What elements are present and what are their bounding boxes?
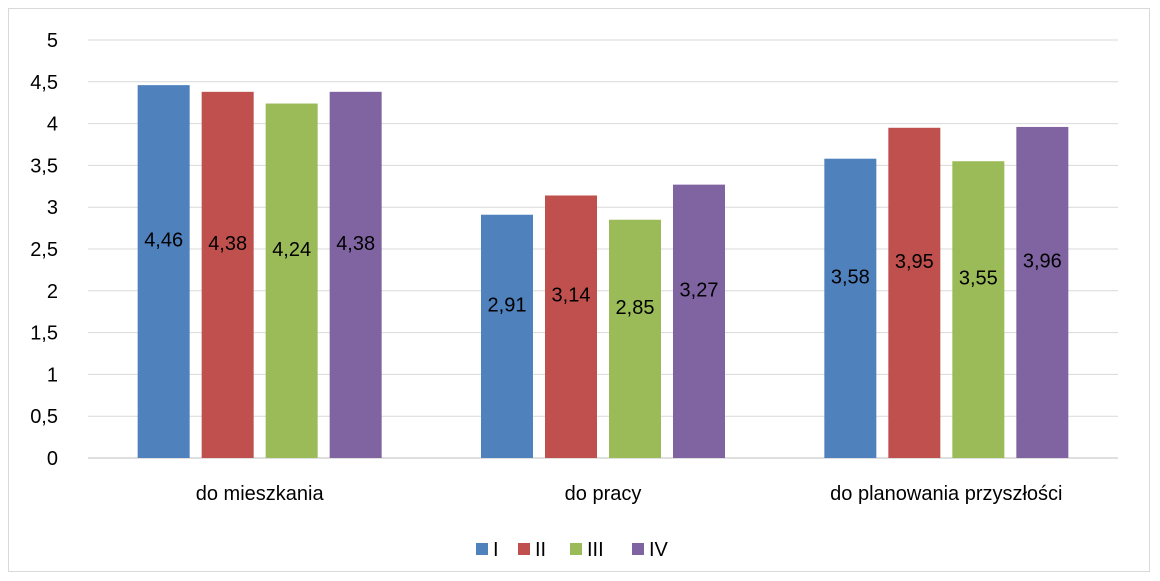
y-tick-label: 3 xyxy=(47,197,58,219)
x-category-label: do planowania przyszłości xyxy=(830,483,1062,505)
data-label: 4,38 xyxy=(208,233,247,255)
y-tick-label: 0,5 xyxy=(30,406,58,428)
x-category-label: do pracy xyxy=(565,483,642,505)
y-tick-label: 1,5 xyxy=(30,323,58,345)
gridlines xyxy=(88,39,1118,459)
bar xyxy=(673,184,725,459)
bar xyxy=(545,195,597,458)
bar xyxy=(137,85,190,459)
y-tick-label: 0 xyxy=(47,448,58,470)
bars xyxy=(137,85,1069,459)
bar xyxy=(481,214,533,458)
x-axis-category-labels: do mieszkania do pracy do planowania przys… xyxy=(196,483,1063,505)
legend-swatch xyxy=(476,543,488,555)
legend-label: IV xyxy=(649,539,669,561)
bar xyxy=(609,219,661,458)
legend-label: II xyxy=(535,539,546,561)
bar xyxy=(329,91,382,458)
y-tick-label: 2 xyxy=(47,281,58,303)
bar xyxy=(201,91,254,458)
y-tick-label: 1 xyxy=(47,364,58,386)
x-category-label: do mieszkania xyxy=(196,483,325,505)
data-label: 4,38 xyxy=(336,233,375,255)
data-label: 3,95 xyxy=(895,251,934,273)
legend-label: III xyxy=(587,539,604,561)
data-label: 4,24 xyxy=(272,239,311,261)
legend-label: I xyxy=(493,539,499,561)
bar xyxy=(265,103,318,458)
data-label: 3,58 xyxy=(831,266,870,288)
legend-swatch xyxy=(518,543,530,555)
y-tick-label: 4,5 xyxy=(30,72,58,94)
legend-swatch xyxy=(570,543,582,555)
data-label: 3,27 xyxy=(680,279,719,301)
bar xyxy=(952,161,1005,458)
data-label: 2,91 xyxy=(488,294,527,316)
data-label: 3,55 xyxy=(959,268,998,290)
data-label: 3,96 xyxy=(1023,250,1062,272)
y-tick-label: 4 xyxy=(47,114,58,136)
data-label: 3,14 xyxy=(552,285,591,307)
y-tick-label: 2,5 xyxy=(30,239,58,261)
y-tick-label: 3,5 xyxy=(30,155,58,177)
legend-swatch xyxy=(632,543,644,555)
y-tick-label: 5 xyxy=(47,30,58,52)
bar xyxy=(888,127,941,458)
data-labels: 4,46 4,38 4,24 4,38 2,91 3,14 2,85 3,27 3,58 3,95… xyxy=(144,230,1062,319)
legend: I II III IV xyxy=(476,539,669,561)
y-axis-tick-labels: 0 0,5 1 1,5 2 2,5 3 3,5 4 4,5 5 xyxy=(30,30,58,470)
data-label: 4,46 xyxy=(144,230,183,252)
bar xyxy=(824,158,877,458)
data-label: 2,85 xyxy=(616,297,655,319)
bar xyxy=(1016,126,1069,458)
